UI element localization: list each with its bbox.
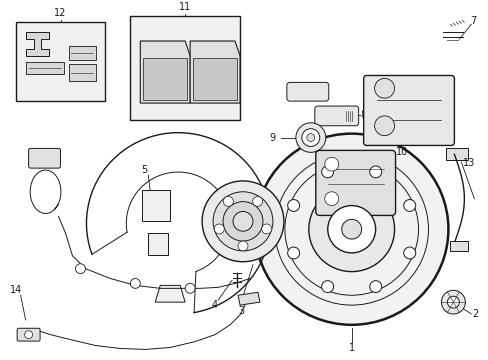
Circle shape [321, 281, 333, 292]
Circle shape [214, 224, 224, 234]
Text: 1: 1 [348, 343, 354, 354]
Circle shape [130, 279, 140, 288]
Bar [25, 62, 63, 73]
Text: 8: 8 [360, 110, 366, 120]
FancyBboxPatch shape [363, 76, 453, 145]
FancyBboxPatch shape [17, 328, 40, 341]
Text: 5: 5 [141, 165, 147, 175]
Polygon shape [190, 41, 240, 103]
FancyBboxPatch shape [286, 82, 328, 101]
Polygon shape [140, 41, 190, 103]
Circle shape [274, 153, 427, 305]
Bar [68, 64, 96, 81]
Text: 12: 12 [54, 8, 66, 18]
Circle shape [233, 211, 252, 231]
Text: 14: 14 [9, 285, 22, 295]
Circle shape [369, 281, 381, 292]
Text: 2: 2 [471, 309, 477, 319]
Circle shape [441, 290, 465, 314]
Text: 4: 4 [212, 300, 218, 310]
Circle shape [202, 181, 284, 262]
Bar [148, 233, 168, 255]
Circle shape [223, 197, 233, 206]
Bar [16, 22, 105, 101]
Bar [446, 148, 468, 160]
Bar [142, 190, 170, 221]
Circle shape [308, 187, 394, 271]
Text: 3: 3 [238, 306, 244, 316]
Circle shape [24, 331, 33, 339]
Circle shape [261, 224, 271, 234]
Polygon shape [25, 32, 48, 56]
Circle shape [327, 206, 375, 253]
Text: 11: 11 [179, 3, 191, 12]
Circle shape [185, 283, 195, 293]
Circle shape [341, 219, 361, 239]
Circle shape [324, 157, 338, 171]
Circle shape [324, 192, 338, 206]
Bar [449, 241, 468, 251]
Circle shape [75, 264, 85, 274]
Text: 13: 13 [463, 158, 475, 168]
Polygon shape [143, 58, 187, 100]
Text: 9: 9 [269, 132, 275, 143]
Circle shape [374, 116, 394, 136]
Circle shape [403, 199, 415, 211]
Circle shape [254, 134, 447, 325]
Circle shape [374, 78, 394, 98]
Polygon shape [155, 285, 185, 302]
Circle shape [37, 150, 52, 166]
Circle shape [287, 199, 299, 211]
Circle shape [223, 202, 263, 241]
Circle shape [252, 197, 262, 206]
Circle shape [238, 241, 247, 251]
Circle shape [213, 192, 272, 251]
Bar [130, 16, 240, 120]
Circle shape [306, 134, 314, 141]
Circle shape [447, 296, 458, 308]
Circle shape [403, 247, 415, 259]
FancyBboxPatch shape [315, 150, 395, 215]
Circle shape [369, 166, 381, 178]
Text: 7: 7 [469, 16, 475, 26]
Polygon shape [193, 58, 237, 100]
FancyBboxPatch shape [314, 106, 358, 126]
Polygon shape [238, 292, 260, 305]
Circle shape [285, 163, 418, 295]
Circle shape [287, 247, 299, 259]
Circle shape [321, 166, 333, 178]
FancyBboxPatch shape [29, 148, 61, 168]
Circle shape [301, 129, 319, 147]
Text: 6: 6 [428, 103, 435, 113]
Text: 10: 10 [395, 147, 407, 157]
Bar [68, 46, 96, 60]
Circle shape [295, 123, 325, 152]
